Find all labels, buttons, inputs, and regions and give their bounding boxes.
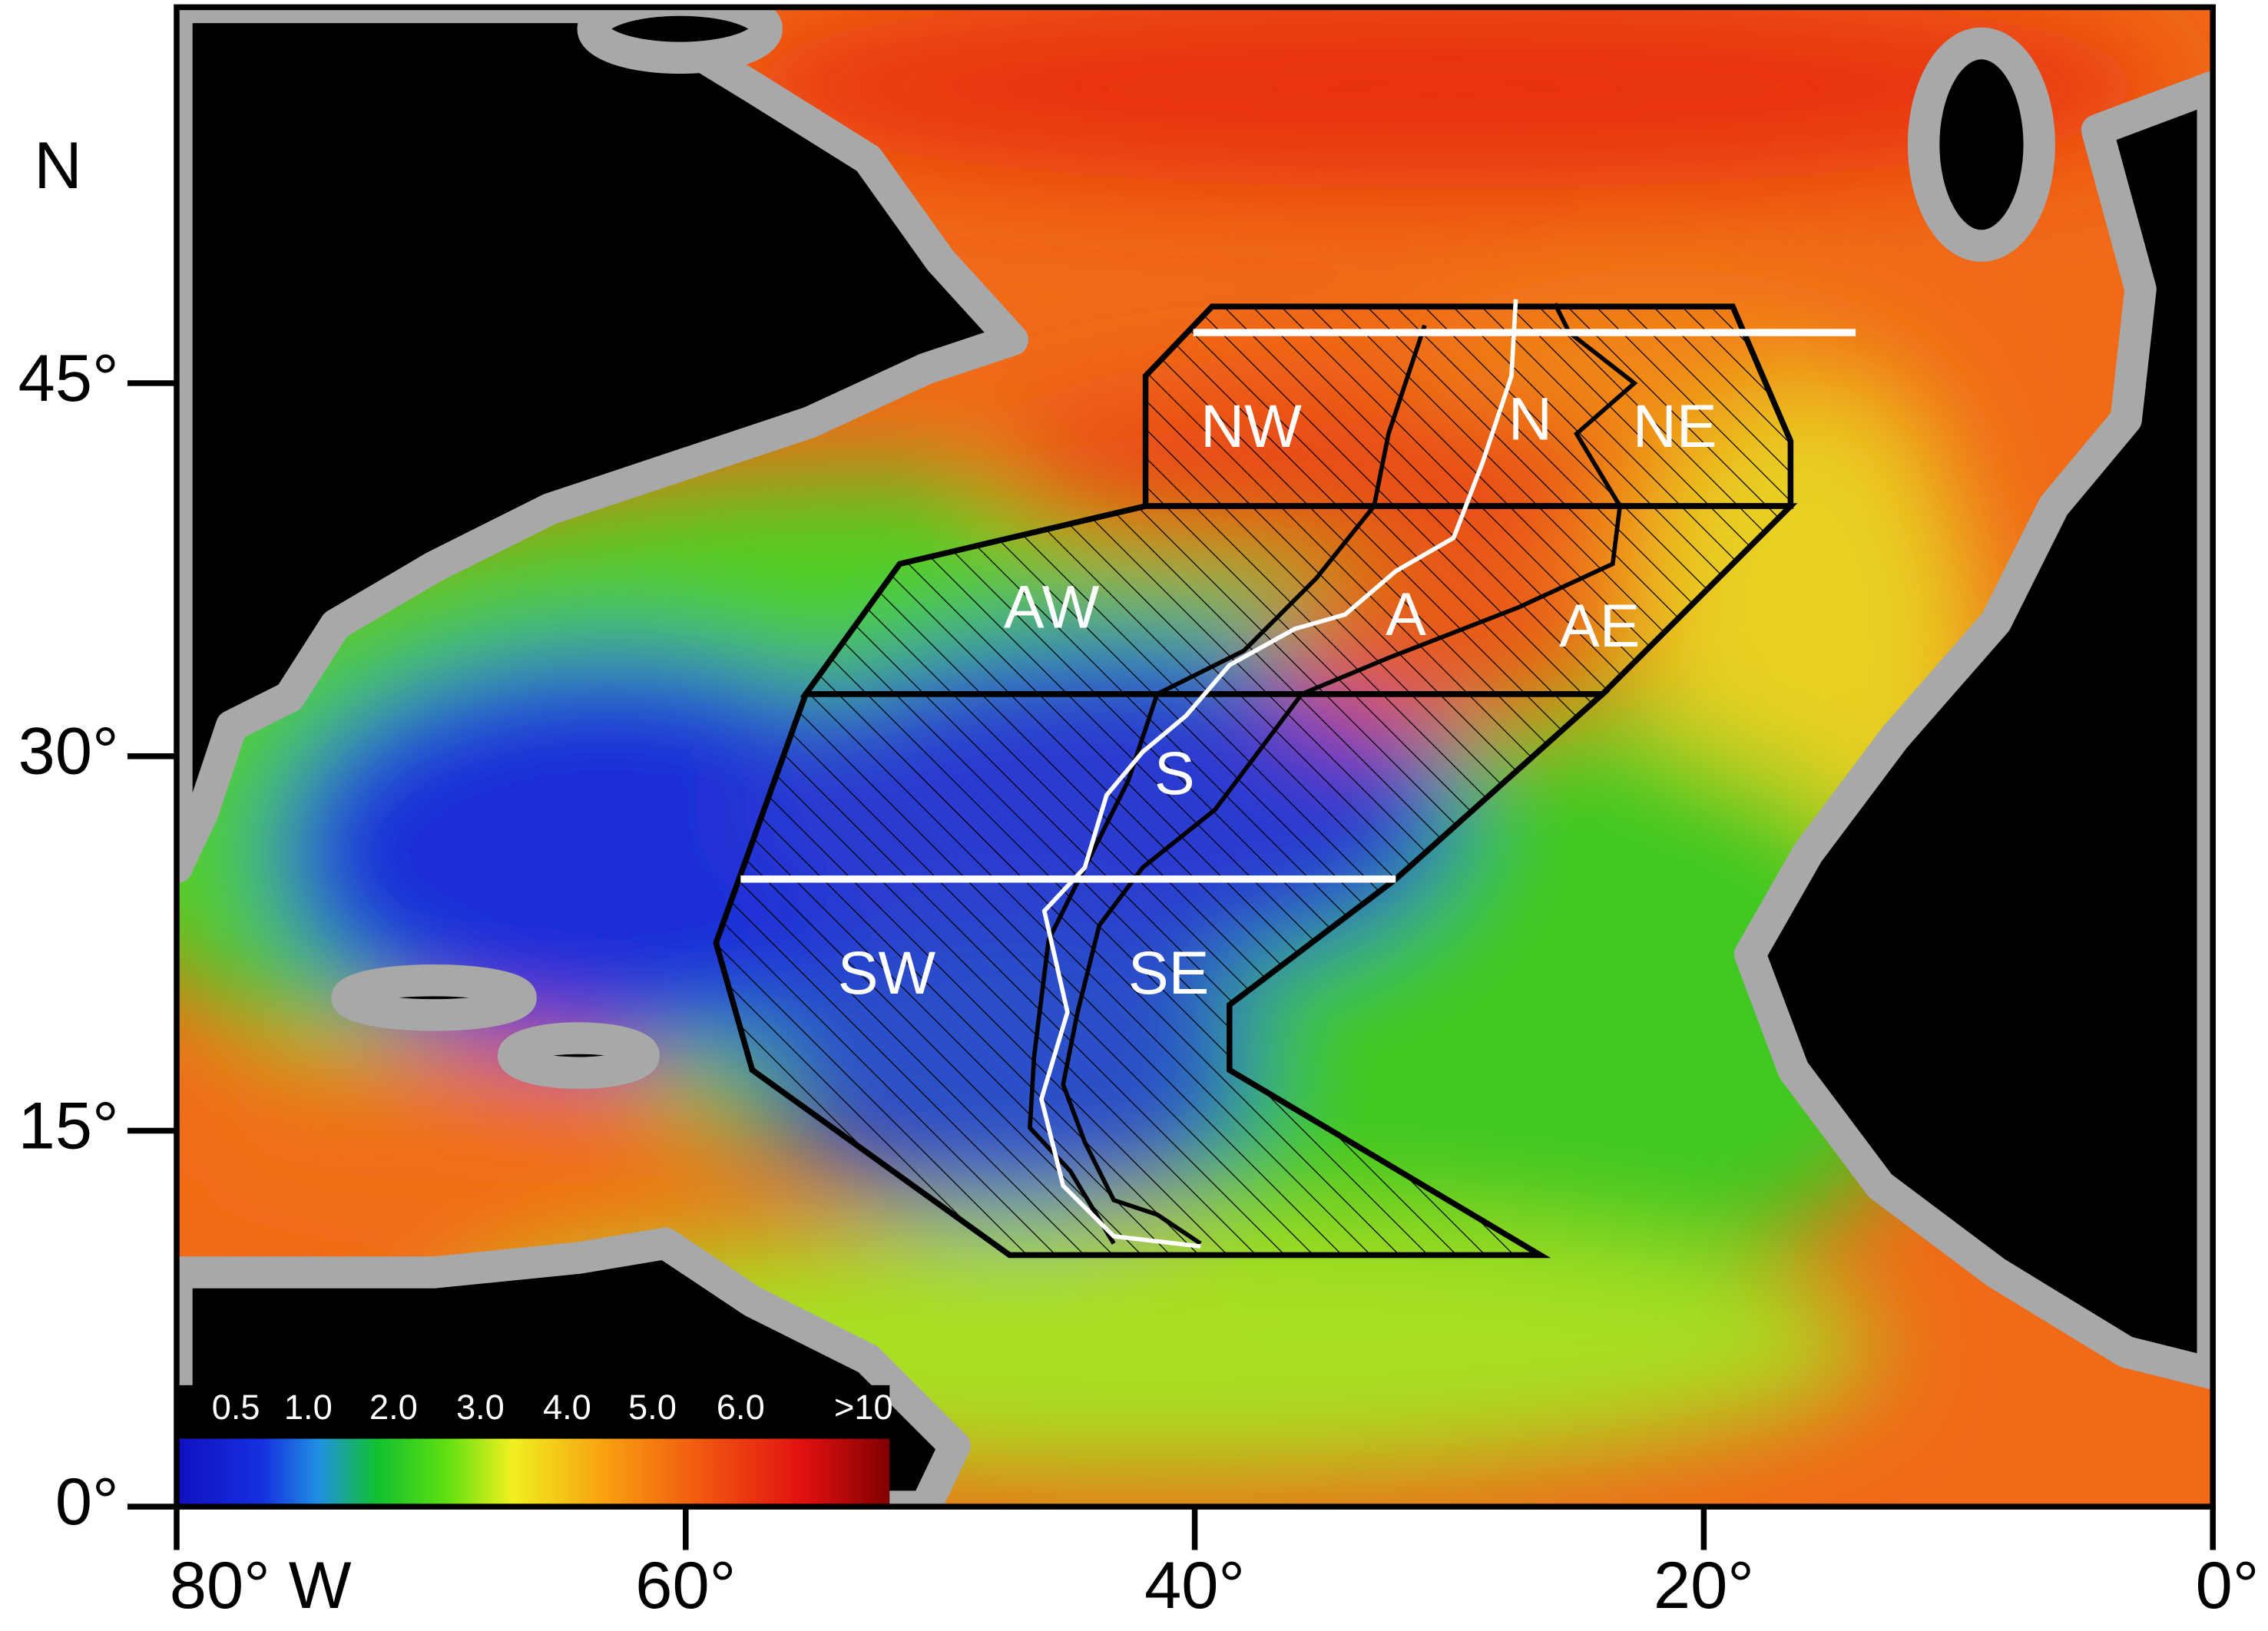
map bbox=[176, 7, 2213, 1507]
cruise-track bbox=[1039, 299, 1518, 1249]
colorbar-label: >10 bbox=[834, 1388, 893, 1427]
region-label: SW bbox=[838, 938, 936, 1007]
x-tick-label: 0° bbox=[2196, 1549, 2260, 1623]
region-label: A bbox=[1386, 580, 1426, 648]
region-label: AW bbox=[1004, 572, 1100, 640]
region-label: S bbox=[1154, 739, 1195, 807]
y-tick-label: 30° bbox=[18, 715, 119, 789]
y-tick-label: 0° bbox=[55, 1465, 119, 1539]
survey-regions bbox=[713, 299, 1856, 1259]
land bbox=[176, 7, 2213, 1507]
region-label: AE bbox=[1559, 591, 1641, 660]
colorbar-label-bg bbox=[176, 1385, 890, 1439]
x-tick-label: 40° bbox=[1144, 1549, 1245, 1623]
colorbar-label: 5.0 bbox=[628, 1388, 677, 1427]
divider bbox=[1028, 324, 1427, 1245]
x-tick-label: 80° W bbox=[170, 1549, 352, 1623]
colorbar-label: 6.0 bbox=[717, 1388, 765, 1427]
colorbar-label: 2.0 bbox=[369, 1388, 418, 1427]
region-label: NW bbox=[1200, 392, 1302, 460]
colorbar-label: 1.0 bbox=[284, 1388, 333, 1427]
colorbar bbox=[176, 1438, 890, 1507]
region-outline bbox=[713, 691, 1611, 1259]
colorbar-label: 3.0 bbox=[456, 1388, 505, 1427]
colorbar-label: 4.0 bbox=[543, 1388, 591, 1427]
region-label: NE bbox=[1633, 392, 1717, 460]
colorbar-label: 0.5 bbox=[212, 1388, 260, 1427]
region-label: SE bbox=[1128, 938, 1210, 1007]
y-axis-label: N bbox=[34, 129, 82, 203]
labels: N 45° 30° 15° 0° 80° W 60° 40° 20° 0° NW N NE AW A AE S… bbox=[18, 129, 2260, 1623]
y-tick-label: 45° bbox=[18, 342, 119, 415]
x-tick-label: 60° bbox=[635, 1549, 736, 1623]
divider bbox=[1061, 303, 1638, 1246]
y-tick-label: 15° bbox=[18, 1089, 119, 1163]
x-tick-label: 20° bbox=[1654, 1549, 1754, 1623]
region-label: N bbox=[1508, 385, 1552, 453]
